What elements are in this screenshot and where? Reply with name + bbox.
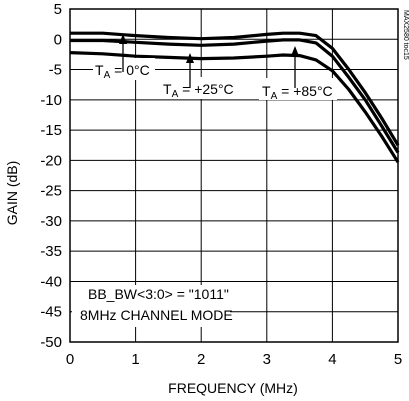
svg-text:TA = +25°C: TA = +25°C [163, 81, 234, 100]
curve-ta-0c [70, 31, 400, 147]
x-tick-label: 5 [394, 351, 402, 368]
curve-ta-25c [70, 38, 400, 154]
x-axis-label: FREQUENCY (MHz) [168, 380, 298, 396]
y-tick-label: -30 [40, 213, 62, 230]
curve-ta-85c [69, 51, 400, 164]
y-tick-label: -45 [40, 304, 62, 321]
y-tick-label: -15 [40, 122, 62, 139]
arrow-85c-head [291, 46, 299, 56]
tick-labels: 0 1 2 3 4 5 5 0 -5 -10 -15 -20 -25 -30 -35 -40 -45 -50 [40, 1, 402, 368]
label-ta-85: TA = +85°C [259, 78, 337, 102]
x-tick-label: 3 [263, 351, 271, 368]
bw-line2: 8MHz CHANNEL MODE [80, 307, 233, 323]
y-tick-label: -5 [49, 62, 62, 79]
label-ta-25: TA = +25°C [158, 77, 242, 100]
figure-code: MAX2580 toc15 [402, 10, 409, 60]
arrow-25c-head [186, 53, 194, 63]
y-axis-label: GAIN (dB) [4, 161, 20, 226]
y-tick-label: -20 [40, 152, 62, 169]
svg-text:TA = +85°C: TA = +85°C [262, 83, 333, 102]
y-tick-label: 5 [54, 1, 62, 18]
y-tick-label: -10 [40, 92, 62, 109]
svg-text:TA = 0°C: TA = 0°C [95, 62, 150, 81]
y-tick-label: 0 [54, 31, 62, 48]
y-tick-label: -35 [40, 243, 62, 260]
curves [69, 31, 400, 164]
label-arrows [119, 34, 299, 88]
y-tick-label: -50 [40, 334, 62, 351]
x-tick-label: 0 [66, 351, 74, 368]
bw-line1: BB_BW<3:0> = "1011" [88, 286, 229, 302]
y-tick-label: -40 [40, 273, 62, 290]
plot-frame [69, 8, 399, 343]
x-tick-label: 2 [197, 351, 205, 368]
y-tick-label: -25 [40, 183, 62, 200]
x-tick-label: 4 [328, 351, 336, 368]
bw-annotation: BB_BW<3:0> = "1011" 8MHz CHANNEL MODE [72, 285, 233, 327]
label-ta-0: TA = 0°C [93, 58, 155, 81]
x-tick-label: 1 [131, 351, 139, 368]
arrow-0c-head [119, 34, 127, 44]
